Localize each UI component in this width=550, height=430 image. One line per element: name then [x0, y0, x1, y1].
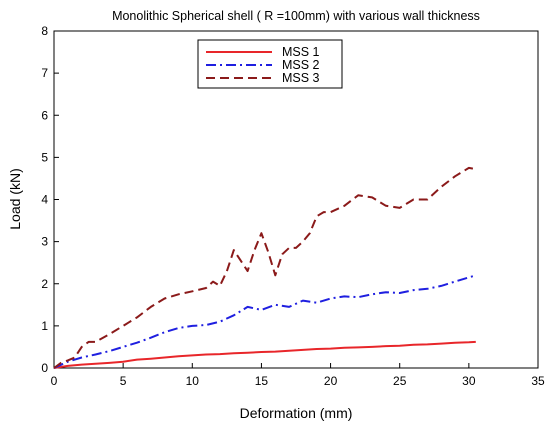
x-tick-label: 10 — [186, 374, 200, 388]
y-axis-label: Load (kN) — [7, 168, 23, 229]
y-tick-label: 3 — [41, 235, 48, 249]
x-tick-label: 15 — [255, 374, 269, 388]
x-tick-label: 20 — [324, 374, 338, 388]
plot-area: 0 5 10 15 20 25 30 35 0 1 2 3 4 5 6 7 8 — [41, 24, 545, 388]
x-tick-label: 35 — [531, 374, 545, 388]
y-tick-label: 4 — [41, 193, 48, 207]
series-line-mss-3 — [53, 166, 476, 369]
x-tick-label: 25 — [393, 374, 407, 388]
x-tick-label: 5 — [120, 374, 127, 388]
y-tick-label: 6 — [41, 108, 48, 122]
x-tick-label: 30 — [462, 374, 476, 388]
y-tick-label: 1 — [41, 319, 48, 333]
legend-label: MSS 3 — [282, 71, 320, 85]
y-tick-label: 7 — [41, 66, 48, 80]
legend-label: MSS 1 — [282, 45, 320, 59]
chart-title: Monolithic Spherical shell ( R =100mm) w… — [112, 9, 480, 23]
y-tick-label: 0 — [41, 361, 48, 375]
y-tick-label: 8 — [41, 24, 48, 38]
legend-label: MSS 2 — [282, 58, 320, 72]
y-tick-label: 2 — [41, 277, 48, 291]
x-axis-label: Deformation (mm) — [240, 405, 353, 421]
series-line-mss-1 — [53, 340, 476, 369]
x-tick-label: 0 — [51, 374, 58, 388]
y-tick-label: 5 — [41, 150, 48, 164]
series-line-mss-2 — [53, 274, 477, 369]
